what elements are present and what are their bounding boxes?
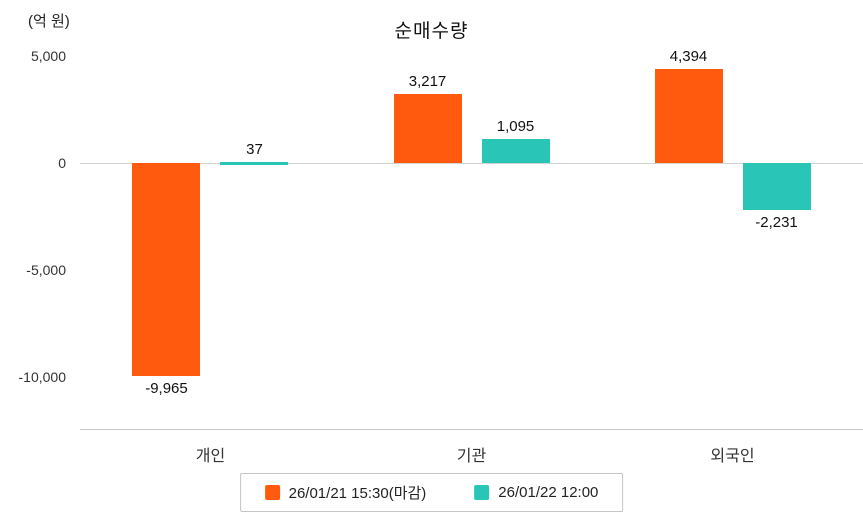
legend-item: 26/01/22 12:00 [474, 484, 598, 501]
bar-value-label: 1,095 [496, 118, 535, 136]
legend-label: 26/01/22 12:00 [498, 484, 599, 501]
bar [742, 162, 811, 211]
x-category-label: 개인 [195, 448, 226, 465]
x-axis: 개인 기관 외국인 [80, 440, 863, 466]
bar-value-label: 4,394 [669, 47, 708, 65]
y-tick-label: 5,000 [30, 47, 66, 64]
zero-gridline [80, 162, 863, 164]
y-axis-unit-label: (억 원) [28, 13, 70, 30]
y-axis: 5,000 0 -5,000 -10,000 [0, 45, 80, 430]
legend-item: 26/01/21 15:30(마감) [264, 482, 427, 503]
x-category-label: 외국인 [710, 448, 755, 465]
x-category-label: 기관 [456, 448, 487, 465]
bar [654, 68, 723, 163]
bar-value-label: -2,231 [755, 214, 798, 232]
chart-body: 5,000 0 -5,000 -10,000 -9,965 37 3,217 1,095 4,… [0, 45, 863, 430]
y-tick-label: 0 [58, 154, 66, 171]
legend-label: 26/01/21 15:30(마감) [288, 485, 427, 502]
bar [393, 93, 462, 163]
bar [481, 139, 550, 163]
legend-swatch [264, 485, 280, 500]
y-tick-label: -5,000 [26, 261, 66, 278]
legend: 26/01/21 15:30(마감) 26/01/22 12:00 [239, 473, 624, 512]
bar-value-label: -9,965 [145, 379, 188, 397]
chart-title: 순매수량 [394, 21, 469, 42]
bar [132, 162, 201, 376]
y-tick-label: -10,000 [18, 368, 66, 385]
legend-swatch [474, 485, 490, 500]
plot-area: -9,965 37 3,217 1,095 4,394 -2,231 [80, 45, 863, 430]
bar-value-label: 3,217 [408, 72, 447, 90]
bar-value-label: 37 [246, 140, 263, 158]
bar [220, 161, 289, 165]
